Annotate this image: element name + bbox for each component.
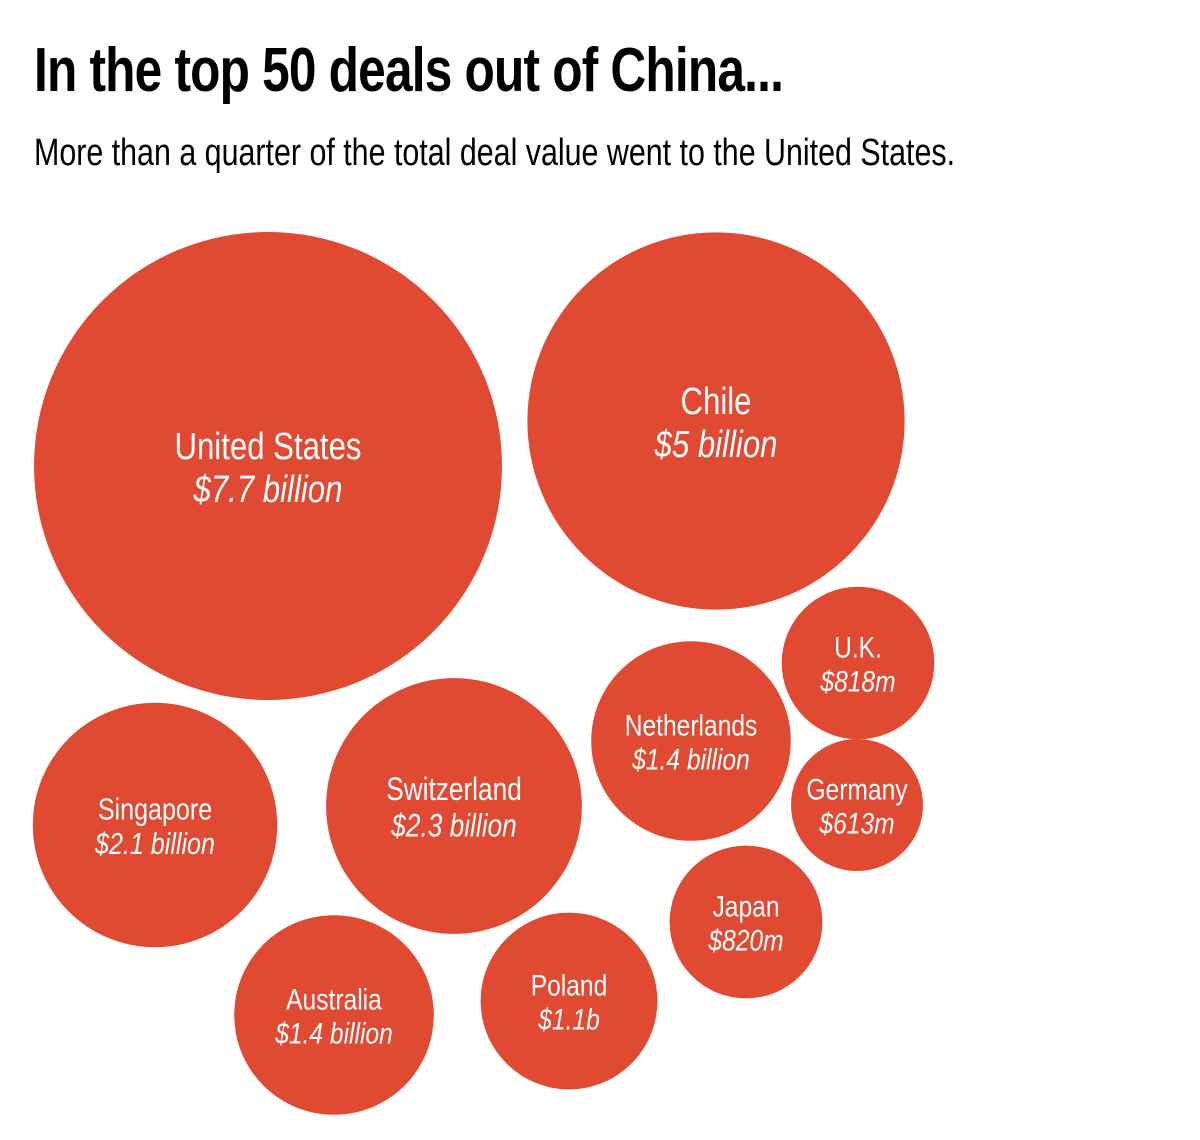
bubble-value-japan: $820m <box>708 923 784 957</box>
chart-title: In the top 50 deals out of China... <box>34 36 784 105</box>
bubble-value-united-states: $7.7 billion <box>193 469 343 511</box>
bubble-netherlands <box>591 641 791 841</box>
bubble-singapore <box>32 702 278 948</box>
bubble-label-chile: Chile <box>681 381 752 423</box>
bubble-poland <box>480 912 658 1090</box>
bubble-label-united-states: United States <box>175 426 362 468</box>
bubble-japan <box>669 845 823 999</box>
bubble-switzerland <box>326 678 582 934</box>
bubble-value-netherlands: $1.4 billion <box>631 742 749 776</box>
bubble-value-switzerland: $2.3 billion <box>390 809 516 844</box>
bubble-value-germany: $613m <box>819 806 895 840</box>
bubble-value-australia: $1.4 billion <box>274 1016 392 1050</box>
bubble-germany <box>791 739 923 871</box>
bubble-value-singapore: $2.1 billion <box>94 827 215 861</box>
bubble-label-singapore: Singapore <box>98 792 212 826</box>
bubble-label-switzerland: Switzerland <box>386 773 522 808</box>
bubble-label-germany: Germany <box>806 772 907 806</box>
bubble-chile <box>527 232 905 610</box>
bubble-value-chile: $5 billion <box>654 424 778 466</box>
bubble-value-poland: $1.1b <box>537 1002 599 1036</box>
bubble-australia <box>234 915 434 1115</box>
bubble-label-japan: Japan <box>712 889 779 923</box>
bubble-united-states <box>34 232 502 700</box>
bubble-u-k <box>781 586 935 740</box>
chart-subtitle: More than a quarter of the total deal va… <box>34 132 956 174</box>
bubble-label-australia: Australia <box>286 982 382 1016</box>
bubble-label-u-k: U.K. <box>834 630 882 664</box>
bubble-label-poland: Poland <box>531 968 608 1002</box>
bubble-label-netherlands: Netherlands <box>625 708 758 742</box>
bubble-value-u-k: $818m <box>820 664 896 698</box>
